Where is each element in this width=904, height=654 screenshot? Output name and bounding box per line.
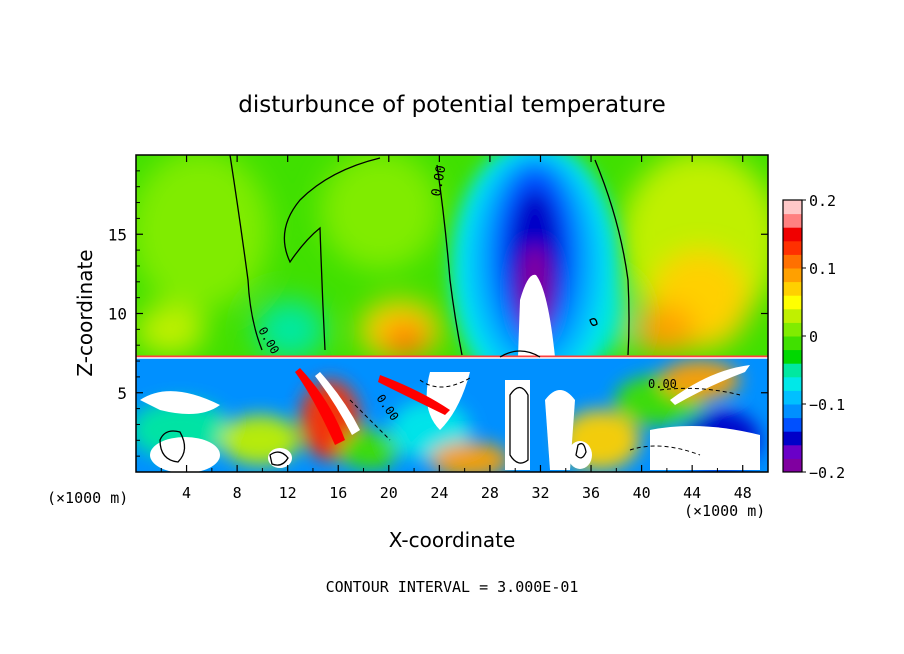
colorbar-swatch — [783, 200, 802, 215]
x-tick-label: 16 — [329, 484, 347, 502]
chart-title: disturbunce of potential temperature — [238, 92, 666, 118]
x-axis-label: X-coordinate — [389, 528, 516, 552]
colorbar-tick-label: −0.2 — [809, 464, 845, 482]
colorbar-swatch — [783, 281, 802, 296]
x-tick-label: 28 — [481, 484, 499, 502]
colorbar-swatch — [783, 254, 802, 269]
colorbar-swatch — [783, 363, 802, 378]
colorbar-swatch — [783, 390, 802, 405]
colorbar-swatch — [783, 268, 802, 283]
colorbar-swatch — [783, 431, 802, 446]
x-tick-label: 36 — [582, 484, 600, 502]
x-tick-label: 4 — [182, 484, 191, 502]
x-tick-label: 40 — [633, 484, 651, 502]
x-tick-label: 24 — [430, 484, 448, 502]
y-axis: 5 10 15 — [108, 170, 768, 457]
colorbar-swatch — [783, 322, 802, 337]
y-unit-label: (×1000 m) — [684, 502, 765, 520]
colorbar-swatch — [783, 336, 802, 351]
colorbar-swatch — [783, 458, 802, 473]
colorbar-swatch — [783, 404, 802, 419]
colorbar-swatch — [783, 444, 802, 459]
y-axis-label: Z-coordinate — [73, 249, 97, 376]
y-tick-label: 10 — [108, 305, 127, 324]
colorbar-tick-label: 0 — [809, 328, 818, 346]
colorbar-tick-label: −0.1 — [809, 396, 845, 414]
contour-label: 0.00 — [648, 377, 677, 391]
colorbar-tick-label: 0.2 — [809, 192, 836, 210]
contour-label: 0.00 — [429, 164, 449, 197]
x-tick-label: 48 — [734, 484, 752, 502]
colorbar-swatch — [783, 417, 802, 432]
colorbar: 0.2 0.1 0 −0.1 −0.2 — [782, 192, 845, 482]
colorbar-swatch — [783, 308, 802, 323]
contour-interval-note: CONTOUR INTERVAL = 3.000E-01 — [326, 578, 579, 596]
colorbar-swatch — [783, 376, 802, 391]
y-tick-label: 15 — [108, 225, 127, 244]
x-tick-label: 20 — [380, 484, 398, 502]
x-tick-label: 8 — [233, 484, 242, 502]
x-unit-label: (×1000 m) — [47, 489, 128, 507]
colorbar-swatch — [783, 240, 802, 255]
colorbar-swatch — [783, 349, 802, 364]
colorbar-swatch — [783, 227, 802, 242]
colorbar-tick-label: 0.1 — [809, 260, 836, 278]
y-tick-label: 5 — [117, 384, 127, 403]
plot-area: 0.00 0.00 0.00 0.00 — [136, 155, 768, 472]
colorbar-swatch — [783, 213, 802, 228]
x-tick-label: 12 — [279, 484, 297, 502]
colorbar-swatch — [783, 295, 802, 310]
x-tick-label: 44 — [683, 484, 701, 502]
x-tick-label: 32 — [531, 484, 549, 502]
x-axis: 4 8 12 16 20 24 28 32 36 40 44 48 — [160, 155, 752, 502]
